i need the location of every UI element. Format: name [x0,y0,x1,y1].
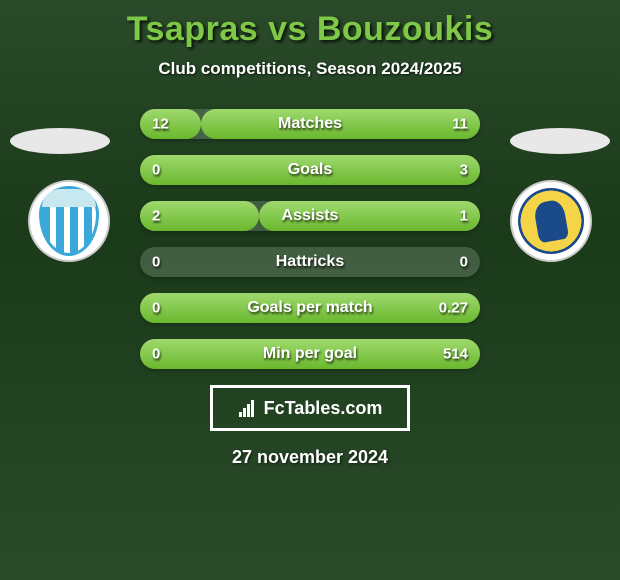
stat-bar: 0 Hattricks 0 [140,247,480,277]
stat-value-left: 0 [152,162,160,179]
stat-label: Goals per match [247,299,372,317]
stat-value-right: 0 [460,254,468,271]
stat-value-left: 0 [152,300,160,317]
stat-label: Hattricks [276,253,344,271]
player-shadow-left [10,128,110,154]
player-shadow-right [510,128,610,154]
crest-round-icon [518,188,584,254]
stat-value-left: 2 [152,208,160,225]
branding-box: FcTables.com [210,385,410,431]
club-crest-right [510,180,592,262]
stat-bar: 12 Matches 11 [140,109,480,139]
branding-text: FcTables.com [264,398,383,419]
stat-value-right: 514 [443,346,468,363]
subtitle: Club competitions, Season 2024/2025 [0,59,620,79]
stat-bar: 0 Goals per match 0.27 [140,293,480,323]
stat-value-right: 3 [460,162,468,179]
comparison-bars: 12 Matches 11 0 Goals 3 2 Assists 1 0 Hattricks 0 0 G… [140,109,480,369]
bar-fill-left [140,109,201,139]
stat-label: Min per goal [263,345,357,363]
stat-value-right: 1 [460,208,468,225]
stat-label: Matches [278,115,342,133]
stat-value-left: 0 [152,346,160,363]
stat-value-left: 12 [152,116,169,133]
stat-value-left: 0 [152,254,160,271]
fctables-icon [238,398,258,418]
page-title: Tsapras vs Bouzoukis [0,0,620,49]
crest-shield-icon [39,186,99,256]
stat-label: Goals [288,161,332,179]
stat-bar: 0 Min per goal 514 [140,339,480,369]
stat-label: Assists [282,207,339,225]
stat-bar: 0 Goals 3 [140,155,480,185]
stat-value-right: 11 [452,116,468,133]
stat-value-right: 0.27 [439,300,468,317]
stat-bar: 2 Assists 1 [140,201,480,231]
club-crest-left [28,180,110,262]
date-label: 27 november 2024 [0,447,620,468]
